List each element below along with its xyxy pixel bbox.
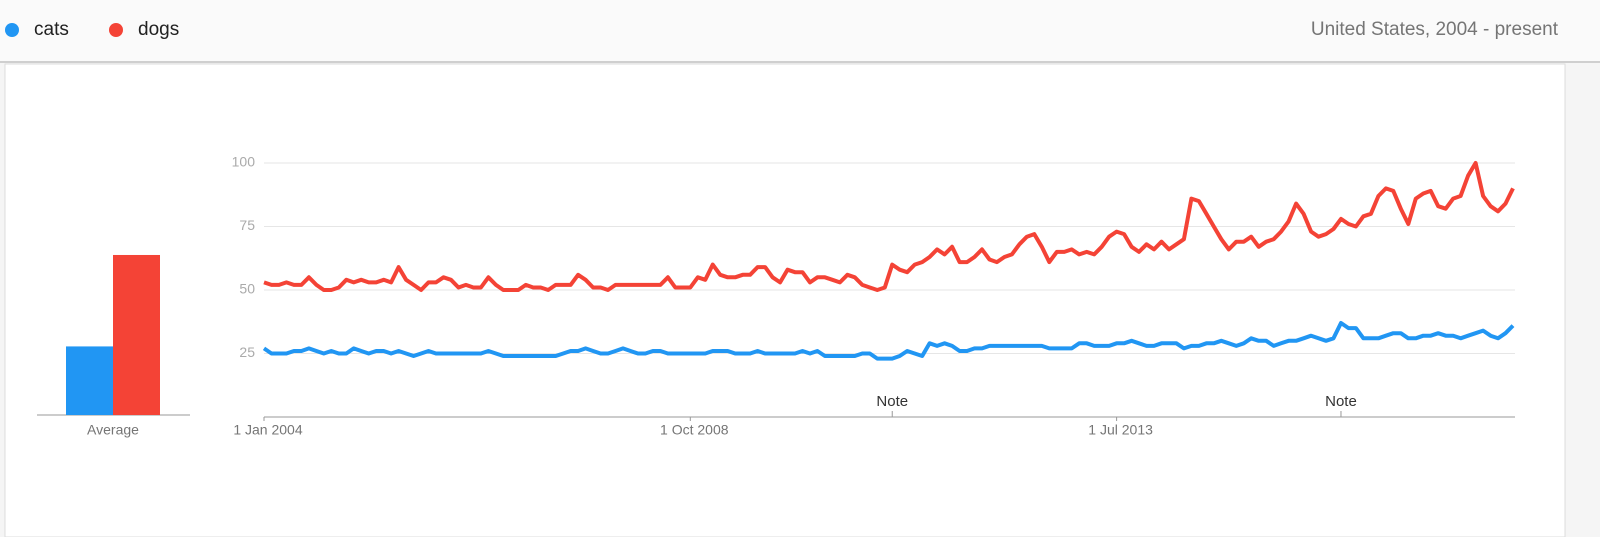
- average-bar: [113, 254, 160, 415]
- average-label: Average: [87, 422, 139, 438]
- legend-label: dogs: [138, 19, 179, 40]
- x-tick-label: 1 Jul 2013: [1088, 422, 1153, 438]
- region-label: United States, 2004 - present: [1311, 19, 1559, 40]
- annotation: Note: [1325, 393, 1357, 410]
- y-tick-label: 25: [239, 344, 255, 360]
- legend-marker: [5, 23, 19, 37]
- series-line: [262, 321, 1515, 361]
- series-line: [263, 161, 1515, 292]
- y-tick-label: 100: [232, 154, 256, 170]
- legend-marker: [109, 23, 123, 37]
- x-tick-label: 1 Oct 2008: [660, 422, 729, 438]
- header-bar: [0, 0, 1600, 62]
- y-tick-label: 50: [239, 281, 255, 297]
- annotation: Note: [876, 393, 908, 410]
- legend-label: cats: [34, 19, 69, 40]
- chart-card: [4, 63, 1566, 538]
- average-bar: [66, 346, 113, 415]
- x-tick-label: 1 Jan 2004: [233, 422, 302, 438]
- y-tick-label: 75: [239, 217, 255, 233]
